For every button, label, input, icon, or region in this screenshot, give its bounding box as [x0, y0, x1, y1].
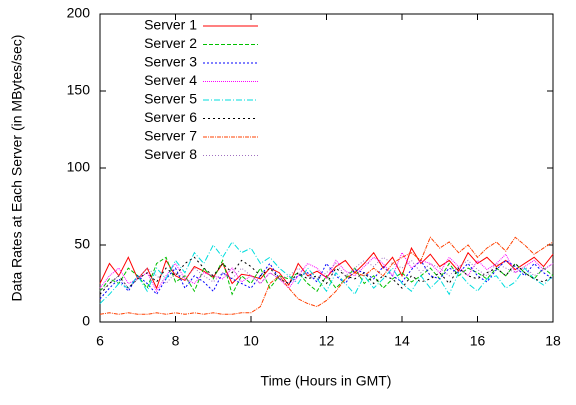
legend-label: Server 8 — [144, 146, 197, 162]
legend-label: Server 5 — [144, 91, 197, 107]
y-tick-label: 0 — [82, 313, 90, 329]
y-tick-label: 150 — [67, 82, 91, 98]
y-tick-label: 200 — [67, 5, 91, 21]
x-tick-label: 18 — [545, 333, 561, 349]
x-tick-label: 12 — [319, 333, 335, 349]
series-line — [99, 256, 554, 296]
series-line — [99, 259, 554, 300]
legend-label: Server 1 — [144, 17, 197, 33]
x-tick-label: 6 — [96, 333, 104, 349]
x-tick-label: 10 — [243, 333, 259, 349]
y-axis-label: Data Rates at Each Server (in MBytes/sec… — [9, 35, 25, 302]
legend-label: Server 2 — [144, 35, 197, 51]
x-axis-label: Time (Hours in GMT) — [261, 373, 392, 389]
series-line — [99, 241, 554, 304]
legend-label: Server 3 — [144, 54, 197, 70]
series-line — [99, 246, 554, 290]
series-line — [99, 256, 554, 295]
legend-label: Server 7 — [144, 128, 197, 144]
series-line — [99, 236, 554, 315]
x-tick-label: 16 — [470, 333, 486, 349]
x-tick-label: 8 — [172, 333, 180, 349]
legend-label: Server 4 — [144, 72, 197, 88]
legend-label: Server 6 — [144, 109, 197, 125]
y-tick-label: 100 — [67, 159, 91, 175]
y-tick-label: 50 — [74, 236, 90, 252]
x-tick-label: 14 — [394, 333, 410, 349]
